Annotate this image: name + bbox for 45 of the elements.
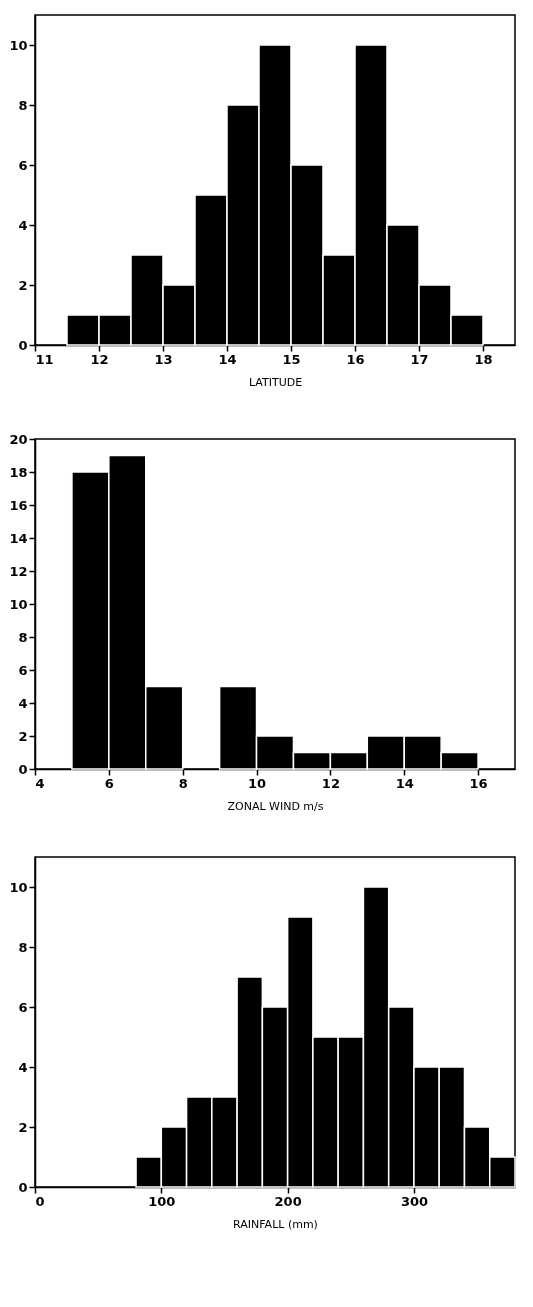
x-tick-label: 16	[469, 775, 488, 791]
y-tick-label: 8	[18, 629, 28, 645]
y-tick-label: 10	[9, 596, 28, 612]
y-tick-label: 20	[9, 431, 28, 447]
x-tick-label: 6	[104, 775, 114, 791]
y-tick-label: 14	[9, 530, 28, 546]
y-tick-label: 6	[18, 999, 28, 1015]
y-tick-label: 2	[18, 728, 28, 744]
x-axis-title: ZONAL WIND m/s	[227, 799, 324, 813]
y-tick-label: 12	[9, 563, 28, 579]
x-axis-title: LATITUDE	[248, 375, 303, 389]
x-tick-label: 13	[154, 351, 173, 367]
y-tick-label: 16	[9, 497, 28, 513]
y-tick-label: 4	[18, 1059, 28, 1075]
x-tick-label: 4	[35, 775, 45, 791]
x-tick-label: 200	[274, 1193, 302, 1209]
y-tick-label: 4	[18, 217, 28, 233]
x-tick-label: 12	[321, 775, 340, 791]
y-tick-label: 0	[18, 761, 28, 777]
x-tick-label: 0	[35, 1193, 45, 1209]
y-tick-label: 6	[18, 157, 28, 173]
x-tick-label: 15	[282, 351, 301, 367]
y-tick-label: 18	[9, 464, 28, 480]
x-axis-title: RAINFALL (mm)	[233, 1217, 318, 1231]
y-tick-label: 8	[18, 97, 28, 113]
y-tick-label: 10	[9, 879, 28, 895]
y-tick-label: 2	[18, 1119, 28, 1135]
x-tick-label: 14	[218, 351, 237, 367]
x-tick-label: 14	[395, 775, 414, 791]
y-tick-label: 4	[18, 695, 28, 711]
x-tick-label: 18	[474, 351, 493, 367]
x-tick-label: 100	[148, 1193, 176, 1209]
y-tick-label: 0	[18, 337, 28, 353]
x-tick-label: 17	[410, 351, 429, 367]
x-tick-label: 10	[247, 775, 267, 791]
y-tick-label: 0	[18, 1179, 28, 1195]
x-tick-label: 16	[346, 351, 365, 367]
y-tick-label: 10	[9, 37, 28, 53]
x-tick-label: 11	[35, 351, 54, 367]
x-tick-label: 300	[400, 1193, 429, 1209]
y-tick-label: 2	[18, 277, 28, 293]
x-tick-label: 8	[178, 775, 188, 791]
y-tick-label: 8	[18, 939, 28, 955]
x-tick-label: 12	[90, 351, 109, 367]
y-tick-label: 6	[18, 662, 28, 678]
